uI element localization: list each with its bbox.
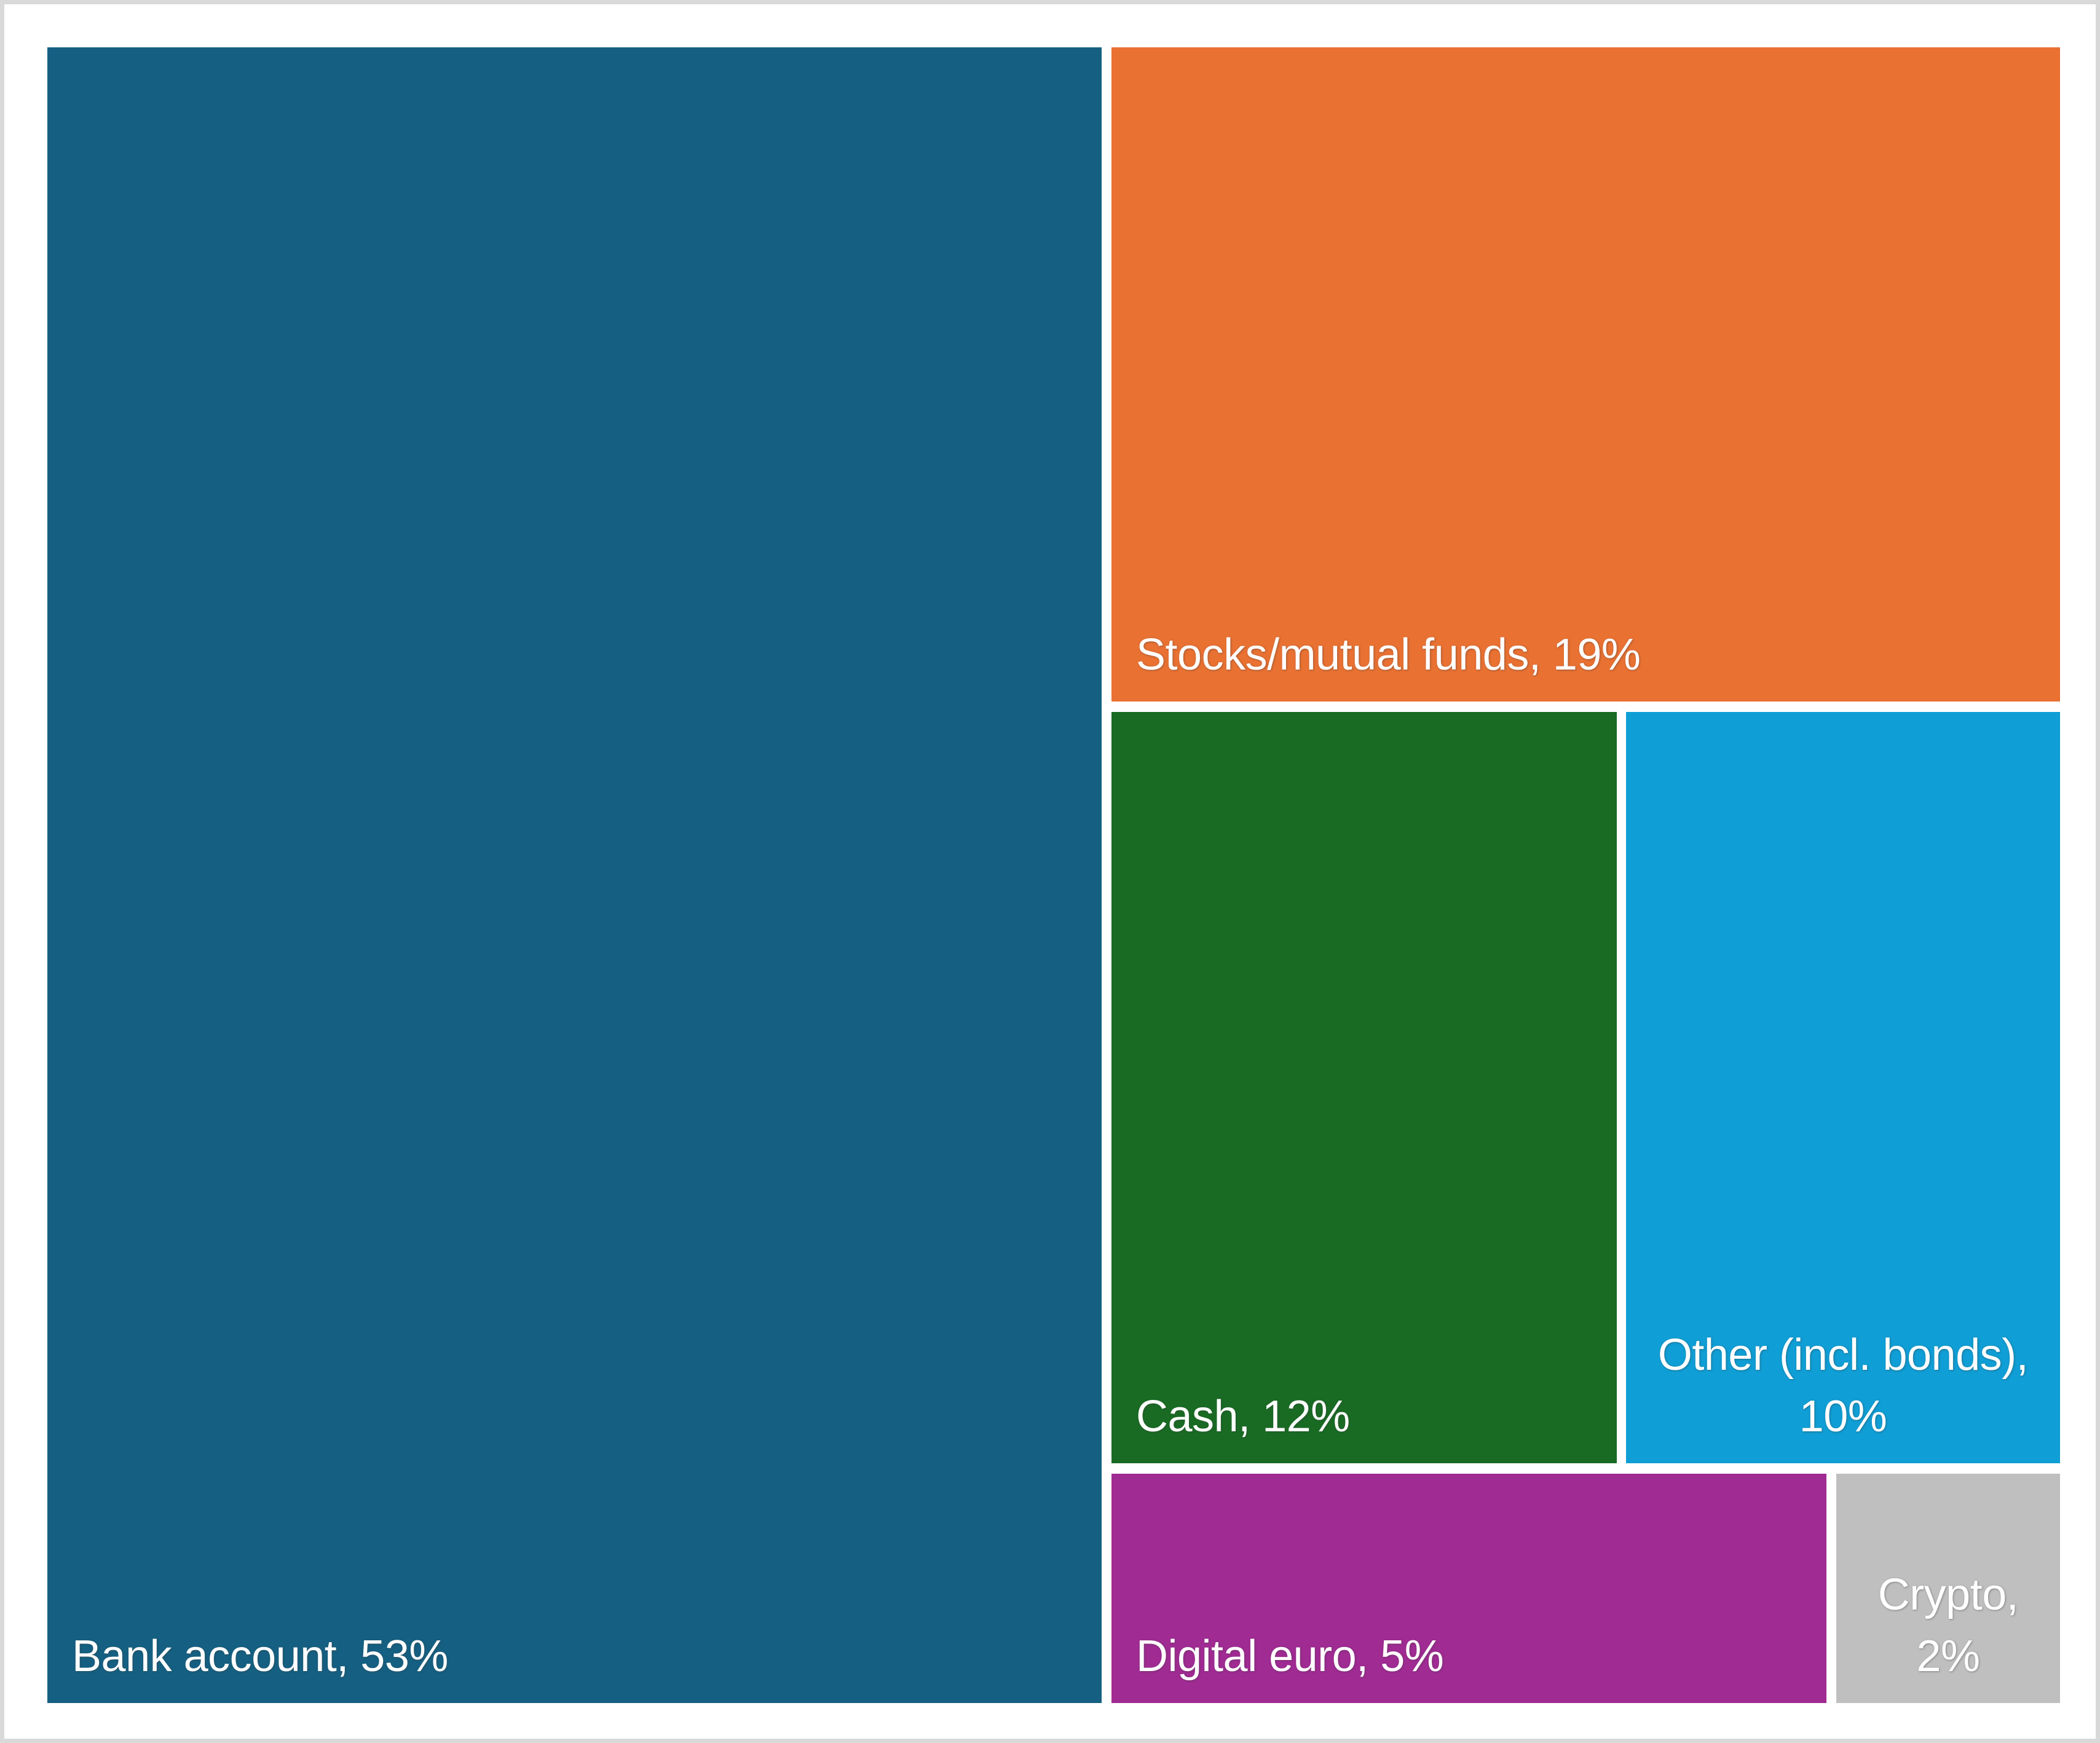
treemap-tile-digital-euro[interactable]: Digital euro, 5%	[1111, 1474, 1826, 1703]
treemap-tile-crypto[interactable]: Crypto, 2%	[1836, 1474, 2060, 1703]
tile-label-digital-euro: Digital euro, 5%	[1136, 1631, 1444, 1681]
treemap-tile-stocks-mutual-funds[interactable]: Stocks/mutual funds, 19%	[1111, 47, 2060, 702]
treemap-tile-bank-account[interactable]: Bank account, 53%	[47, 47, 1102, 1703]
tile-label-other-incl-bonds: Other (incl. bonds), 10%	[1657, 1330, 2029, 1441]
treemap-tile-cash[interactable]: Cash, 12%	[1111, 712, 1617, 1463]
tile-label-cash: Cash, 12%	[1136, 1391, 1350, 1441]
tile-label-crypto: Crypto, 2%	[1877, 1570, 2019, 1681]
tile-label-bank-account: Bank account, 53%	[72, 1631, 448, 1681]
tile-label-stocks-mutual-funds: Stocks/mutual funds, 19%	[1136, 630, 1641, 679]
treemap-tile-other-incl-bonds[interactable]: Other (incl. bonds), 10%	[1626, 712, 2060, 1463]
treemap-chart: Bank account, 53% Stocks/mutual funds, 1…	[4, 4, 2096, 1739]
